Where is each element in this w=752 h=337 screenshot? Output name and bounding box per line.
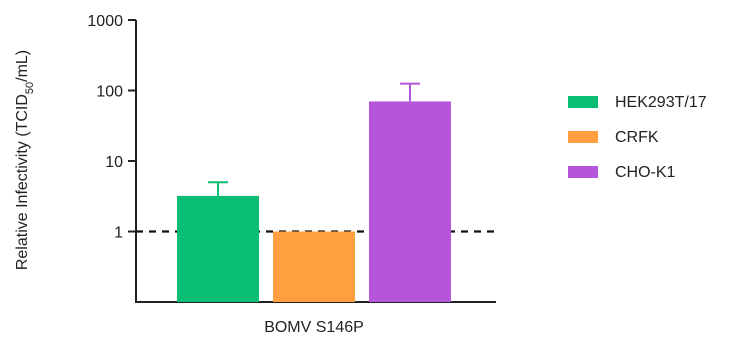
bar-crfk [273, 231, 355, 302]
legend-label: CHO-K1 [615, 164, 676, 181]
legend-swatch [568, 166, 598, 178]
y-tick-label: 1000 [87, 13, 123, 30]
x-category-label: BOMV S146P [264, 319, 364, 336]
legend-label: HEK293T/17 [615, 94, 707, 111]
svg-text:Relative Infectivity (TCID50/m: Relative Infectivity (TCID50/mL) [14, 50, 36, 270]
bar-cho-k1 [369, 101, 451, 302]
y-axis-label-suffix: /mL) [14, 50, 31, 82]
y-ticks: 1 10 100 1000 [87, 13, 136, 242]
y-axis-label-prefix: Relative Infectivity (TCID [14, 94, 31, 270]
y-tick-label: 100 [96, 84, 123, 101]
error-bars [208, 82, 420, 196]
legend-label: CRFK [615, 129, 659, 146]
y-axis-label: Relative Infectivity (TCID50/mL) [14, 50, 36, 270]
x-categories: BOMV S146P [264, 319, 364, 336]
y-tick-label: 10 [105, 154, 123, 171]
y-axis-label-subscript: 50 [24, 82, 36, 94]
legend-swatch [568, 131, 598, 143]
legend: HEK293T/17 CRFK CHO-K1 [568, 94, 707, 181]
y-tick-label: 1 [114, 225, 123, 242]
bar-hek293t-17 [177, 195, 259, 302]
legend-swatch [568, 96, 598, 108]
bars [177, 101, 451, 302]
